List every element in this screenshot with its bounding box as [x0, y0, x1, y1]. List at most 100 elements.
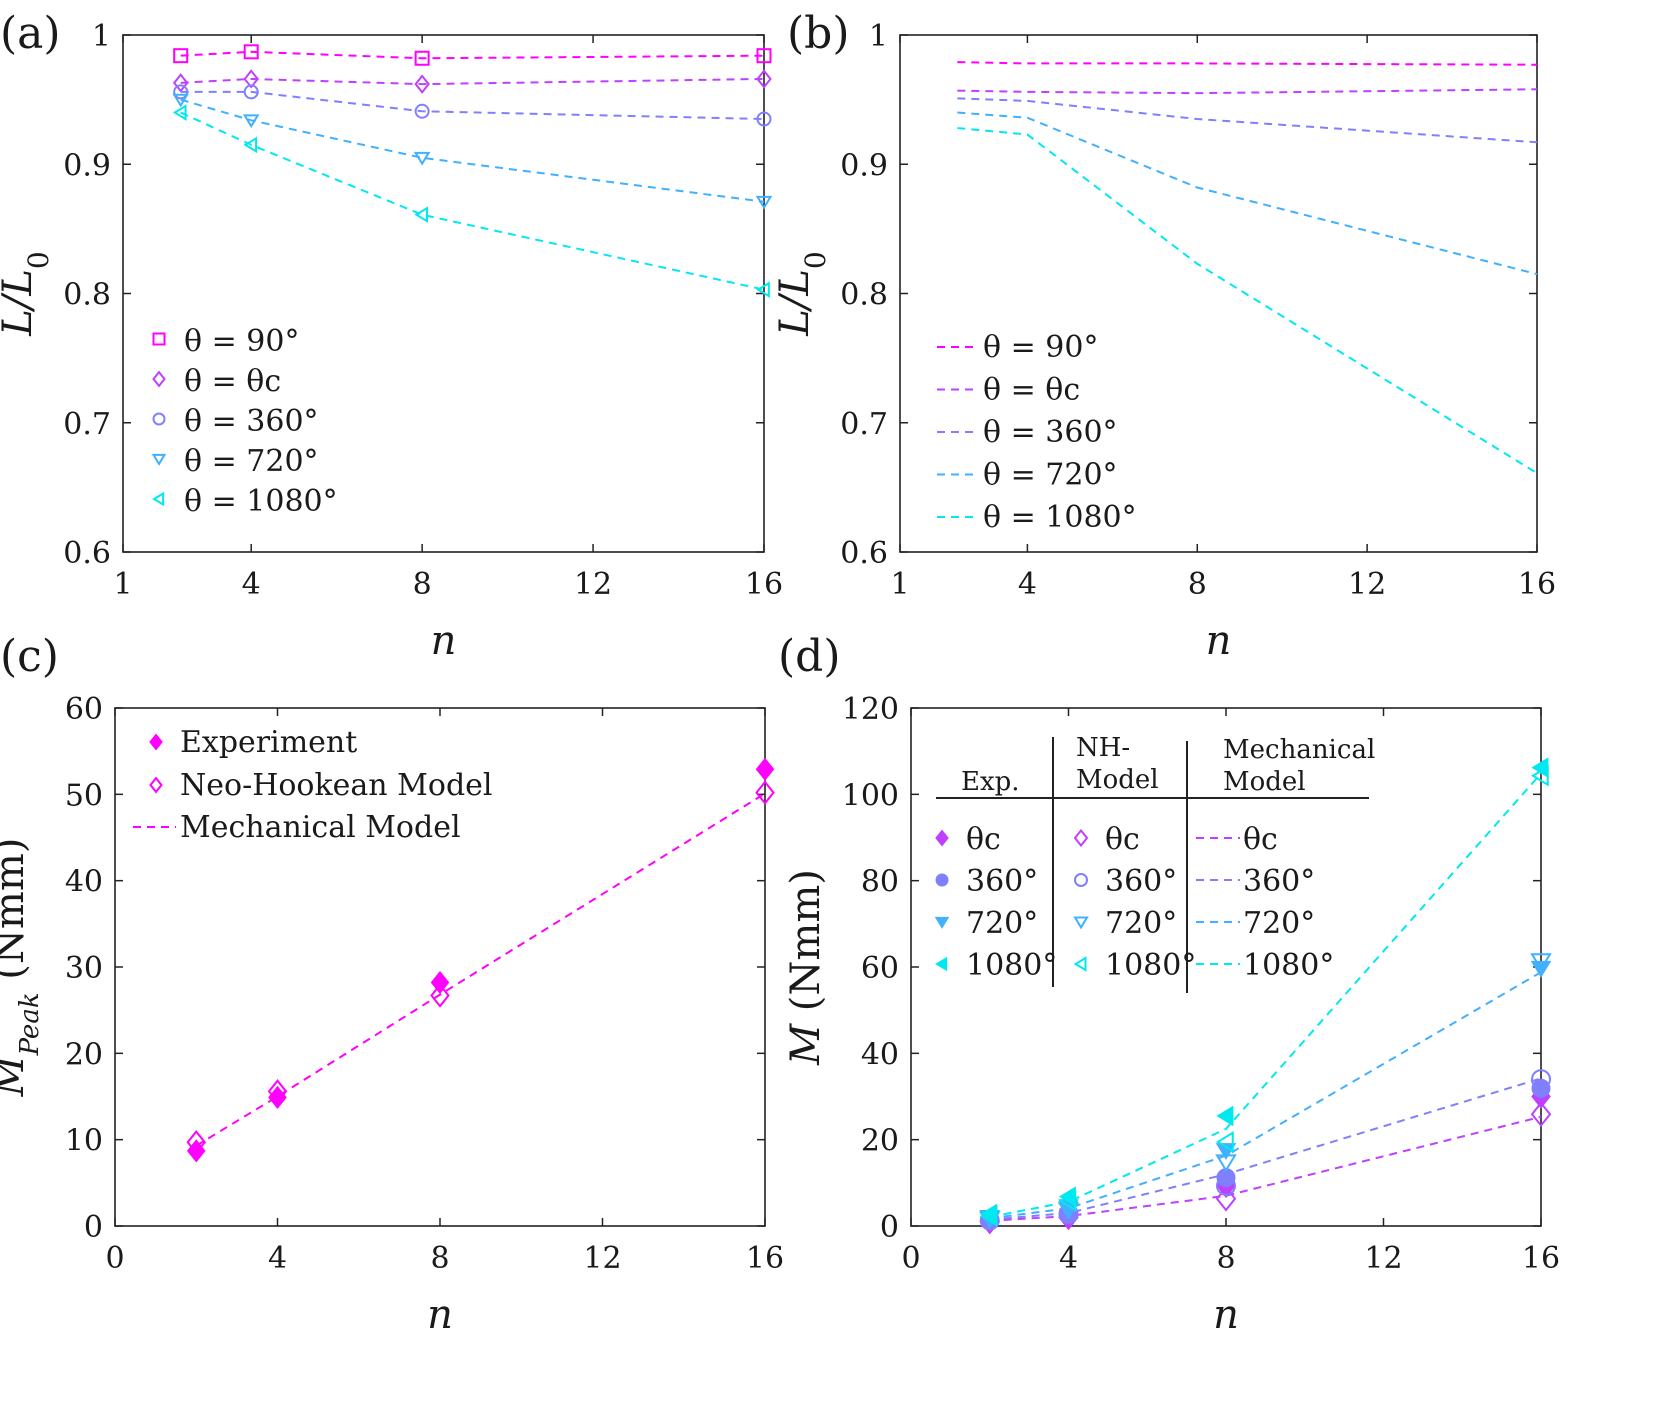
legend-label: θ = 720° [184, 444, 319, 479]
y-tick-label: 120 [842, 692, 899, 727]
y-tick-label: 0.8 [63, 278, 111, 313]
legend-label: 1080° [1243, 948, 1334, 983]
data-point [756, 111, 772, 127]
experiment-point [755, 757, 775, 781]
x-axis-label: n [1206, 618, 1232, 664]
experiment-point [980, 1203, 998, 1225]
data-point [243, 44, 259, 60]
y-tick-label: 80 [861, 865, 899, 900]
data-point [243, 84, 259, 100]
neo-hookean-point [430, 983, 450, 1008]
y-tick-label: 0.6 [840, 536, 888, 571]
legend-label: θ = θc [184, 364, 281, 399]
data-point [172, 104, 187, 121]
x-axis-label: n [427, 1292, 453, 1338]
neo-hookean-point [755, 780, 775, 805]
series-line-0 [957, 61, 1538, 66]
y-axis-label: M (Nmm) [783, 869, 829, 1066]
series-line-1 [180, 77, 765, 86]
legend-header-mech: Mechanical [1223, 735, 1375, 765]
data-point [755, 195, 773, 210]
legend-label: θ = 360° [983, 415, 1118, 450]
series-line-0 [180, 50, 765, 60]
y-tick-label: 0.7 [63, 407, 111, 442]
x-tick-label: 0 [901, 1241, 920, 1276]
legend-marker-nh [1074, 873, 1088, 887]
data-point [243, 136, 258, 154]
x-tick-label: 1 [890, 567, 909, 602]
legend-marker-exp [935, 829, 949, 847]
legend-marker-nh [1073, 916, 1089, 930]
y-tick-label: 0 [880, 1210, 899, 1245]
y-label-main: L/L [772, 269, 818, 337]
y-tick-label: 0.9 [840, 148, 888, 183]
x-tick-label: 1 [113, 567, 132, 602]
legend-label: θc [1105, 822, 1140, 857]
legend-label: θ = 720° [983, 458, 1118, 493]
data-point [414, 206, 429, 223]
y-label-sub: 0 [22, 251, 55, 269]
legend-label: 360° [966, 864, 1038, 899]
x-tick-label: 0 [105, 1241, 124, 1276]
experiment-point [1215, 1143, 1237, 1161]
y-tick-label: 0.7 [840, 407, 888, 442]
data-point [413, 151, 431, 166]
legend-header-nh: NH- [1076, 733, 1130, 763]
data-point [173, 48, 189, 64]
y-tick-label: 40 [861, 1037, 899, 1072]
legend-header-exp: Exp. [961, 767, 1020, 797]
legend-label: θ = 90° [983, 330, 1098, 365]
nh-model-point [1530, 1101, 1552, 1128]
y-tick-label: 20 [861, 1124, 899, 1159]
legend-header-nh: Model [1076, 765, 1159, 795]
y-tick-label: 1 [92, 19, 111, 54]
x-tick-label: 12 [1364, 1241, 1402, 1276]
y-tick-label: 0.8 [840, 278, 888, 313]
y-tick-label: 10 [65, 1124, 103, 1159]
experiment-point [186, 1139, 206, 1163]
data-point [242, 114, 260, 129]
legend-label: Mechanical Model [180, 810, 461, 845]
x-axis-label: n [431, 618, 457, 664]
legend-marker-exp [934, 916, 950, 929]
x-tick-label: 4 [242, 567, 261, 602]
legend-label: θc [1243, 822, 1278, 857]
x-tick-label: 16 [746, 1241, 784, 1276]
legend-label: 1080° [966, 948, 1057, 983]
x-tick-label: 12 [1348, 567, 1386, 602]
y-label-sub: Peak [15, 992, 45, 1056]
y-tick-label: 40 [65, 865, 103, 900]
series-line-1 [957, 88, 1538, 95]
legend-marker [152, 332, 166, 346]
x-tick-label: 12 [574, 567, 612, 602]
legend-label: θ = θc [983, 373, 1080, 408]
y-tick-label: 0 [84, 1210, 103, 1245]
x-tick-label: 4 [268, 1241, 287, 1276]
legend-label: 360° [1105, 864, 1177, 899]
legend-label: θ = 1080° [983, 500, 1137, 535]
legend-label: 1080° [1105, 948, 1196, 983]
series-line-4 [180, 111, 765, 291]
y-axis-label: L/L0 [772, 251, 832, 336]
x-tick-label: 16 [1522, 1241, 1560, 1276]
legend-header-mech: Model [1223, 767, 1306, 797]
legend-marker-exp [935, 956, 948, 972]
panel-c: 0 4 8 12 16 0 10 20 30 40 50 60(c) n MPeak (Nmm) Exper… [0, 631, 784, 1338]
y-tick-label: 60 [65, 692, 103, 727]
data-point [414, 103, 430, 119]
experiment-point [1216, 1105, 1234, 1127]
data-point [172, 93, 189, 108]
x-tick-label: 16 [745, 567, 783, 602]
legend-marker-exp [935, 873, 949, 887]
legend-marker [149, 733, 163, 751]
y-label-sub: 0 [799, 251, 832, 269]
y-tick-label: 0.6 [63, 536, 111, 571]
series-line-2 [180, 90, 765, 121]
panel-a: 1 4 8 12 16 0.6 0.7 0.8 0.9 1 (a) n L/L0 θ = 90° θ = θ… [0, 8, 783, 664]
data-point [756, 69, 772, 89]
legend-marker [151, 453, 167, 466]
experiment-point [1531, 757, 1549, 778]
legend-label: θ = 360° [184, 404, 319, 439]
data-point [414, 74, 430, 94]
